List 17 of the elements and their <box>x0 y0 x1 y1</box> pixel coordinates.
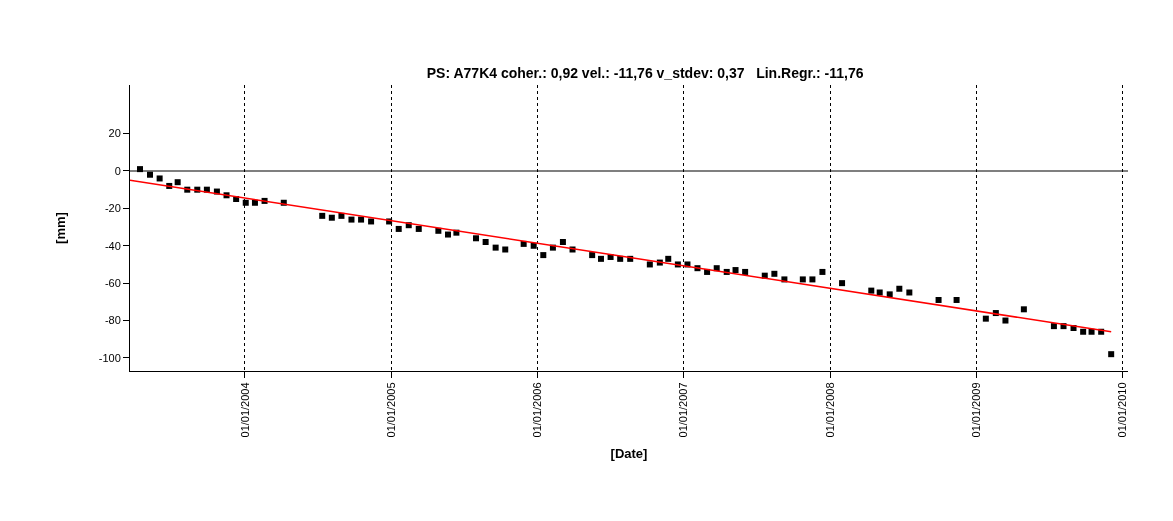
x-tick-label: 01/01/2004 <box>238 382 251 438</box>
y-tick-label: 20 <box>108 127 121 140</box>
x-tick-label: 01/01/2007 <box>677 382 690 438</box>
x-tick-label: 01/01/2008 <box>823 382 836 438</box>
y-tick-label: 0 <box>114 164 121 177</box>
x-tick-label: 01/01/2009 <box>970 382 983 438</box>
x-tick-label: 01/01/2006 <box>531 382 544 438</box>
x-tick-label: 01/01/2005 <box>385 382 398 438</box>
y-tick-label: -20 <box>104 202 121 215</box>
y-tick-label: -60 <box>104 276 121 289</box>
y-axis-title: [mm] <box>52 212 68 244</box>
y-tick-label: -100 <box>98 351 121 364</box>
y-tick-label: -80 <box>104 314 121 327</box>
x-axis-title: [Date] <box>610 446 648 462</box>
x-tick-label: 01/01/2010 <box>1116 382 1129 438</box>
chart-title: PS: A77K4 coher.: 0,92 vel.: -11,76 v_stdev: 0,37 Lin.Regr.: -11,76 <box>426 64 864 81</box>
y-tick-label: -40 <box>104 239 121 252</box>
